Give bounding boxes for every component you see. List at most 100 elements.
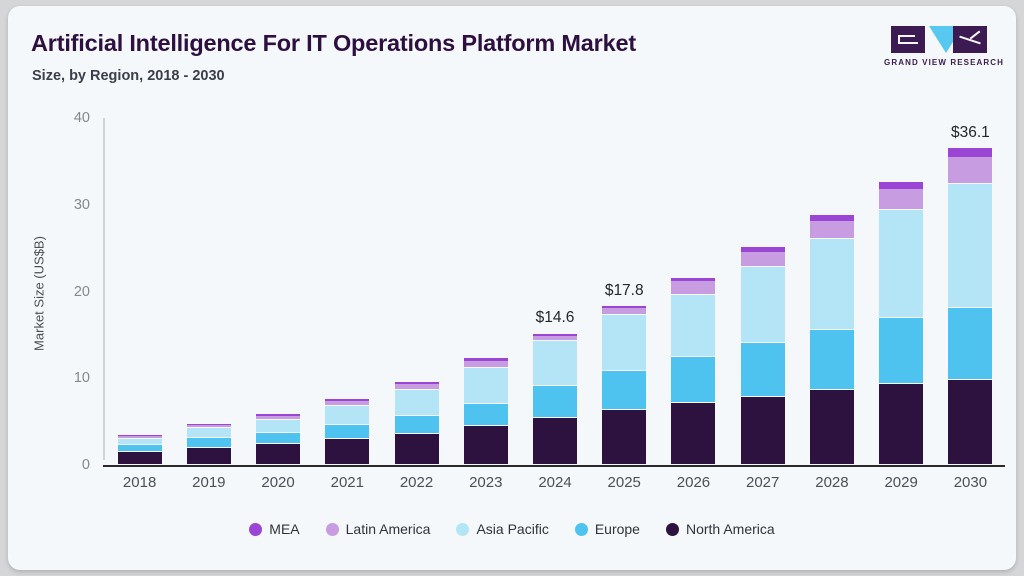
bar-segment-north-america[interactable] (809, 390, 854, 465)
bar-segment-europe[interactable] (186, 437, 231, 448)
bar-segment-latin-america[interactable] (256, 415, 301, 420)
bar-group[interactable]: $36.1 (948, 118, 993, 465)
bar-segment-europe[interactable] (394, 416, 439, 434)
x-axis-tick: 2025 (607, 474, 641, 491)
legend-item-north-america[interactable]: North America (665, 521, 775, 537)
bar-group[interactable]: $14.6 (533, 118, 577, 465)
legend-item-europe[interactable]: Europe (574, 521, 640, 537)
bar-segment-mea[interactable] (463, 357, 508, 362)
bar-segment-north-america[interactable] (602, 410, 647, 465)
x-axis-ticks: 2018 2019 2020 2021 2022 2023 2024 2025 2026 2027… (105, 6, 1005, 570)
bar-stack (809, 214, 854, 465)
bar-segment-asia-pacific[interactable] (948, 184, 993, 308)
bar-group[interactable] (879, 118, 924, 465)
bar-group[interactable] (186, 118, 231, 465)
bar-segment-europe[interactable] (671, 357, 716, 404)
bar-segment-north-america[interactable] (117, 451, 162, 465)
legend-label: Asia Pacific (476, 521, 549, 537)
bar-segment-mea[interactable] (740, 246, 785, 252)
bar-group[interactable] (325, 118, 370, 465)
bar-segment-latin-america[interactable] (602, 308, 647, 315)
bar-segment-asia-pacific[interactable] (740, 266, 785, 344)
bar-segment-mea[interactable] (602, 305, 647, 309)
bar-segment-latin-america[interactable] (394, 384, 439, 391)
x-axis-tick: 2022 (399, 474, 434, 491)
bar-segment-asia-pacific[interactable] (117, 438, 162, 445)
bar-segment-mea[interactable] (948, 147, 993, 158)
bar-group[interactable] (671, 118, 716, 465)
legend-label: Europe (594, 521, 640, 537)
bar-segment-north-america[interactable] (325, 438, 370, 465)
legend-swatch-icon (574, 522, 588, 536)
legend-label: North America (685, 521, 775, 537)
bar-segment-north-america[interactable] (256, 444, 301, 465)
bar-segment-north-america[interactable] (671, 403, 716, 465)
bar-stack (186, 423, 231, 465)
bar-segment-latin-america[interactable] (879, 188, 924, 210)
bar-stack (256, 414, 301, 465)
legend-item-latin-america[interactable]: Latin America (325, 521, 431, 537)
bar-segment-latin-america[interactable] (533, 335, 577, 341)
logo-mark (884, 26, 994, 56)
bar-group[interactable] (256, 118, 301, 465)
bar-segment-mea[interactable] (117, 434, 162, 437)
legend-item-asia-pacific[interactable]: Asia Pacific (456, 521, 549, 537)
bar-segment-europe[interactable] (256, 432, 301, 445)
bar-segment-asia-pacific[interactable] (809, 239, 854, 331)
bar-segment-asia-pacific[interactable] (533, 340, 577, 386)
bar-segment-asia-pacific[interactable] (186, 428, 231, 438)
bar-segment-asia-pacific[interactable] (602, 314, 647, 372)
chart-legend: MEA Latin America Asia Pacific Europe North … (8, 521, 1016, 537)
bar-segment-latin-america[interactable] (809, 220, 854, 240)
bar-segment-asia-pacific[interactable] (394, 390, 439, 417)
bar-segment-mea[interactable] (879, 181, 924, 189)
bar-group[interactable] (463, 118, 508, 465)
bar-segment-latin-america[interactable] (325, 401, 370, 406)
bar-segment-north-america[interactable] (879, 384, 924, 465)
bar-segment-asia-pacific[interactable] (463, 368, 508, 405)
bar-segment-latin-america[interactable] (186, 425, 231, 429)
bar-segment-mea[interactable] (533, 333, 577, 336)
bar-segment-europe[interactable] (117, 444, 162, 452)
bar-segment-mea[interactable] (186, 423, 231, 426)
bar-segment-mea[interactable] (256, 414, 301, 416)
bar-segment-europe[interactable] (948, 307, 993, 380)
y-axis-line (103, 118, 105, 460)
bar-segment-latin-america[interactable] (740, 251, 785, 267)
bar-group[interactable] (809, 118, 854, 465)
legend-item-mea[interactable]: MEA (249, 521, 300, 537)
bar-segment-europe[interactable] (533, 385, 577, 419)
bar-segment-europe[interactable] (809, 330, 854, 391)
bar-segment-asia-pacific[interactable] (671, 294, 716, 358)
bar-segment-north-america[interactable] (394, 433, 439, 465)
bar-segment-asia-pacific[interactable] (325, 405, 370, 425)
bar-segment-latin-america[interactable] (117, 436, 162, 439)
bar-segment-mea[interactable] (325, 399, 370, 402)
bar-segment-latin-america[interactable] (671, 281, 716, 295)
bar-segment-mea[interactable] (809, 214, 854, 221)
bar-segment-north-america[interactable] (740, 397, 785, 465)
chart-card: Artificial Intelligence For IT Operation… (8, 6, 1016, 570)
bar-segment-mea[interactable] (394, 381, 439, 385)
bar-segment-latin-america[interactable] (463, 361, 508, 369)
legend-label: Latin America (345, 521, 431, 537)
bar-segment-mea[interactable] (671, 277, 716, 282)
bar-segment-europe[interactable] (602, 371, 647, 411)
bar-segment-europe[interactable] (463, 404, 508, 426)
bar-segment-north-america[interactable] (186, 447, 231, 465)
bar-segment-latin-america[interactable] (948, 157, 993, 185)
bar-segment-north-america[interactable] (463, 425, 508, 465)
bar-segment-europe[interactable] (740, 343, 785, 398)
bar-group[interactable] (117, 118, 162, 465)
bar-segment-north-america[interactable] (948, 379, 993, 465)
bar-group[interactable] (394, 118, 439, 465)
bar-segment-europe[interactable] (879, 318, 924, 385)
x-axis-tick: 2021 (330, 474, 364, 491)
bar-segment-asia-pacific[interactable] (256, 419, 301, 433)
legend-swatch-icon (456, 522, 470, 536)
bar-segment-north-america[interactable] (533, 418, 577, 465)
bar-group[interactable]: $17.8 (602, 118, 647, 465)
bar-segment-europe[interactable] (325, 424, 370, 439)
bar-group[interactable] (740, 118, 785, 465)
bar-segment-asia-pacific[interactable] (879, 209, 924, 319)
